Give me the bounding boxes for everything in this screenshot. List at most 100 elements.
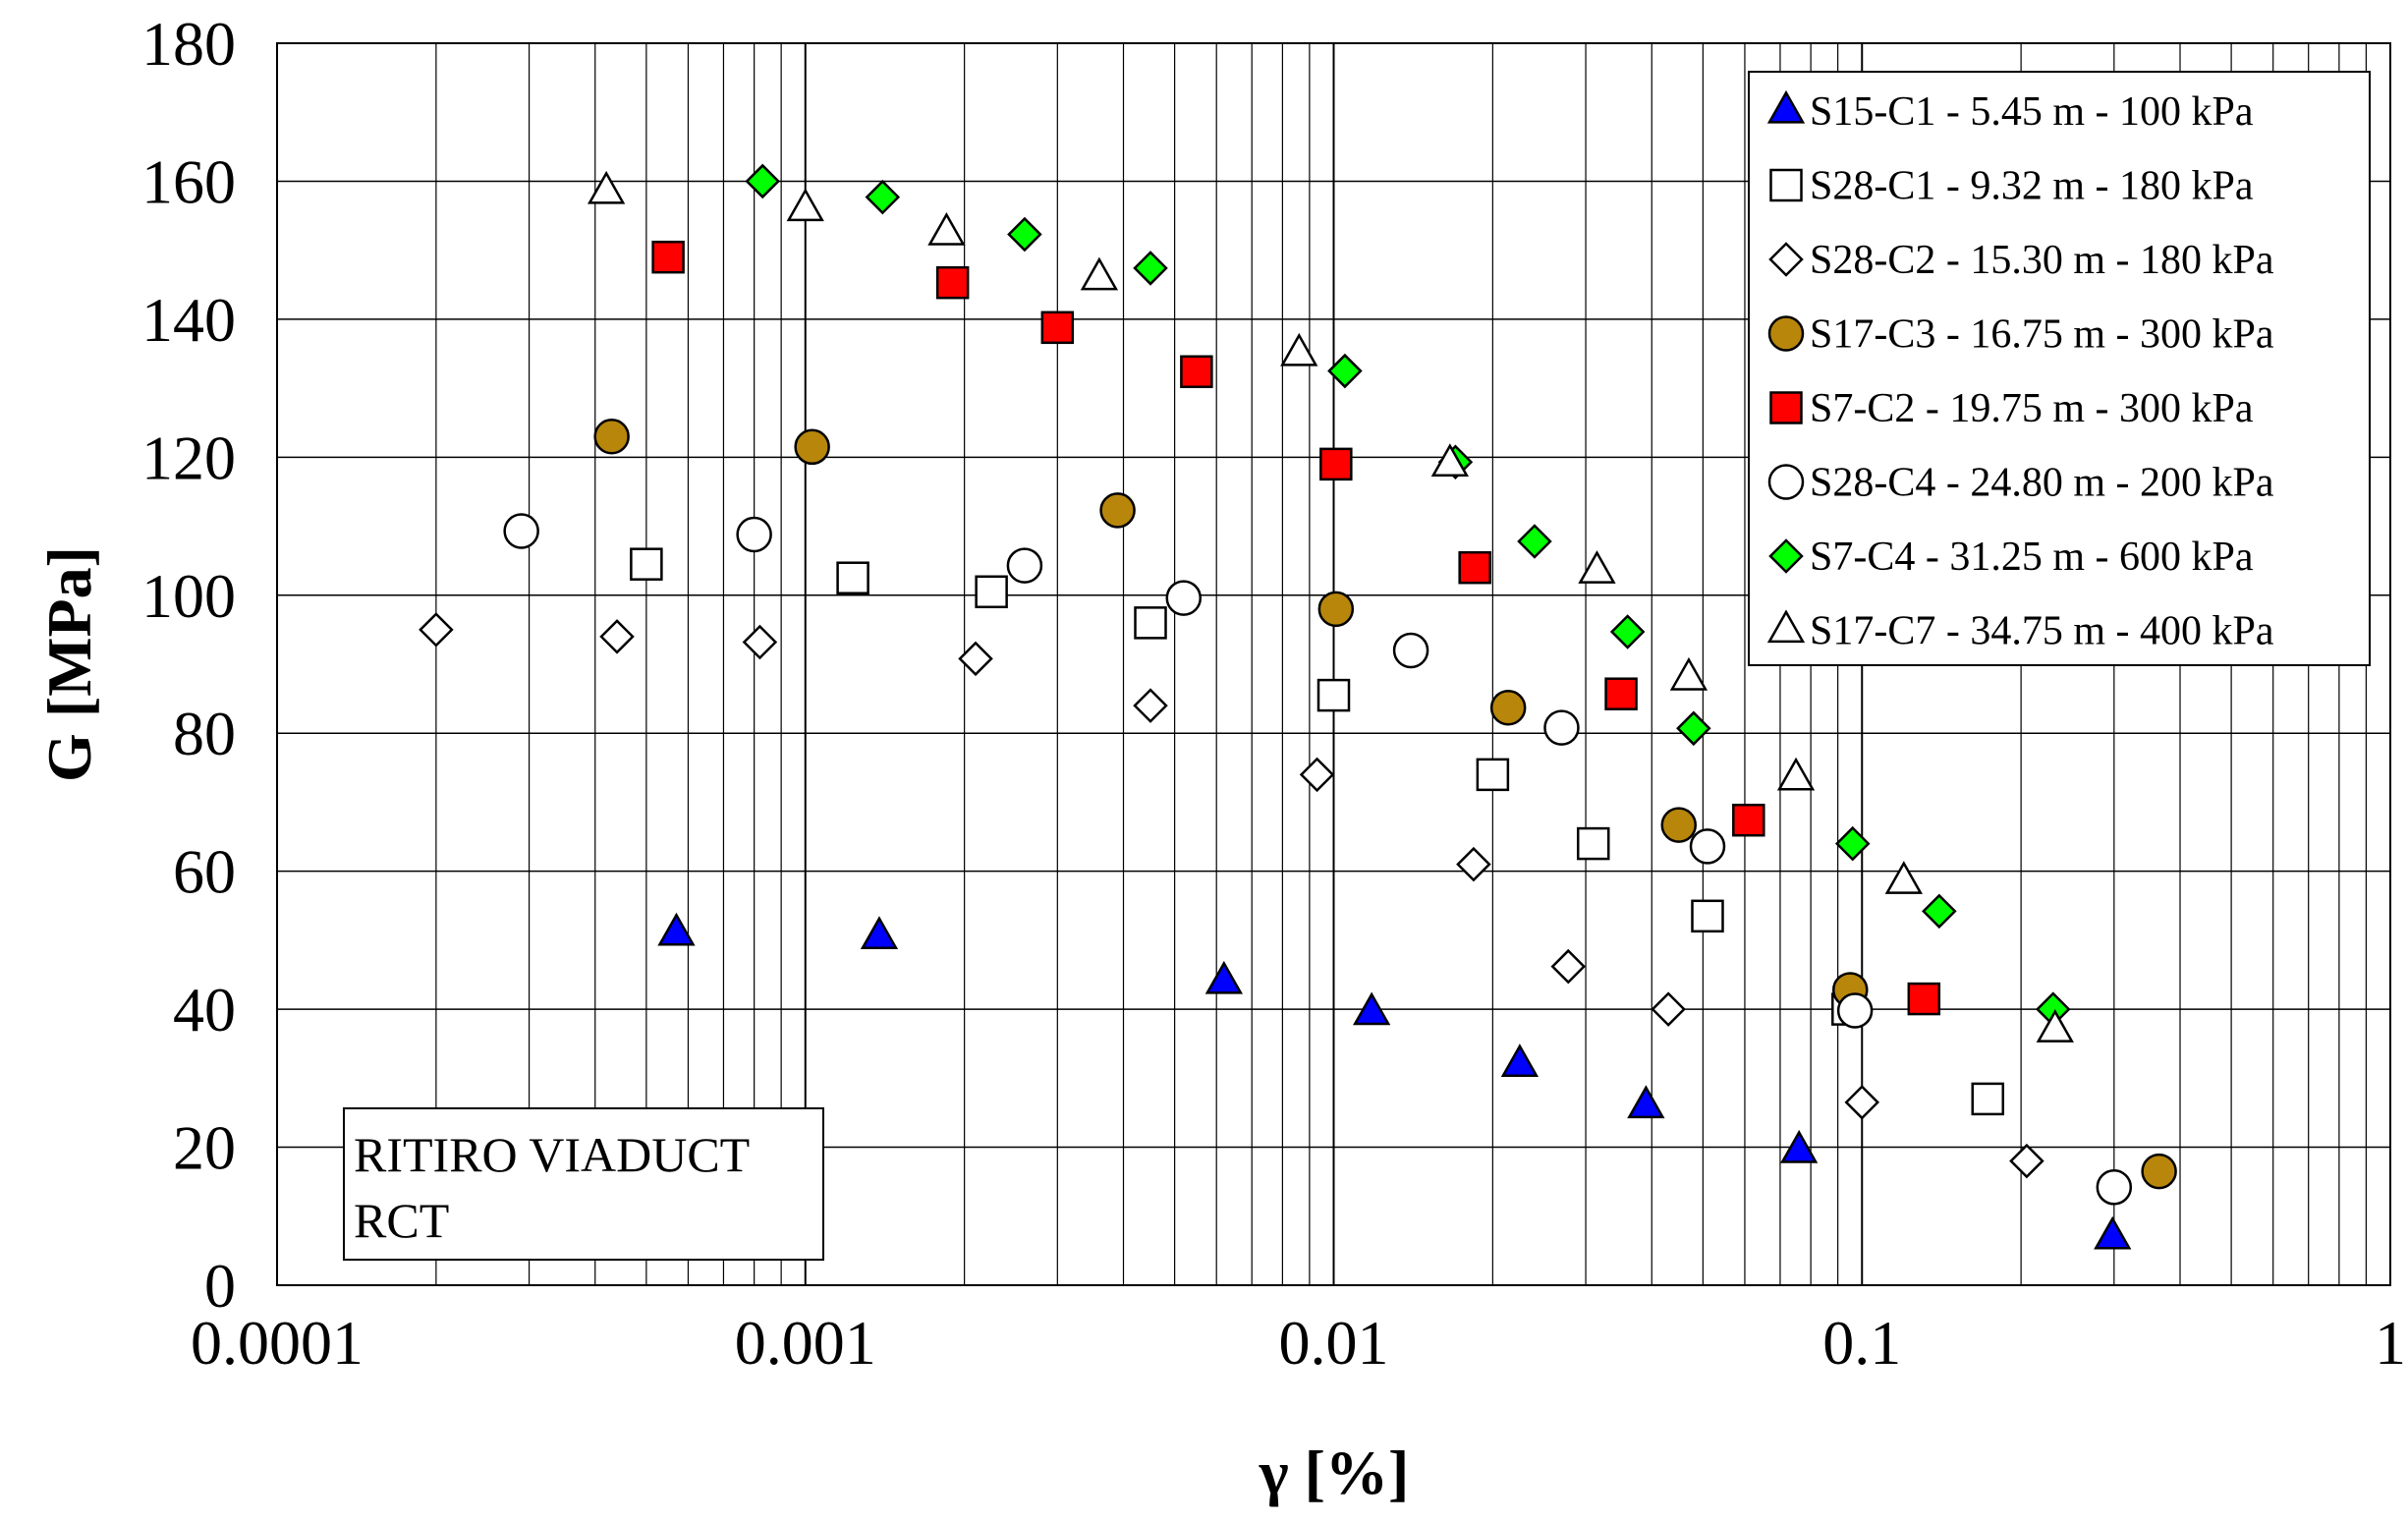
y-tick-label: 140: [141, 285, 236, 355]
data-point: [1180, 355, 1213, 389]
data-point: [1204, 960, 1244, 994]
data-point: [865, 179, 901, 215]
data-point: [2036, 1009, 2074, 1043]
data-point: [1669, 656, 1708, 691]
legend-label: S7-C4 - 31.25 m - 600 kPa: [1810, 535, 2254, 580]
legend-label: S7-C2 - 19.75 m - 300 kPa: [1810, 386, 2254, 431]
data-markers: [419, 163, 2177, 1250]
data-point: [1489, 689, 1527, 726]
data-point: [1627, 1085, 1665, 1119]
y-tick-label: 20: [173, 1113, 236, 1183]
data-point: [1651, 991, 1686, 1027]
data-point: [630, 547, 663, 581]
legend-label: S28-C1 - 9.32 m - 180 kPa: [1810, 164, 2254, 209]
y-tick-label: 0: [204, 1251, 236, 1321]
annotation-line-1: RITIRO VIADUCT: [354, 1127, 750, 1182]
data-point: [503, 513, 539, 549]
data-point: [794, 428, 830, 466]
data-point: [927, 211, 966, 246]
legend: S15-C1 - 5.45 m - 100 kPa S28-C1 - 9.32 m…: [1748, 71, 2371, 666]
data-point: [1327, 353, 1363, 389]
data-point: [2096, 1169, 2133, 1206]
data-point: [1430, 443, 1470, 478]
y-tick-label: 40: [173, 975, 236, 1044]
x-tick-label: 1: [2375, 1308, 2406, 1378]
data-point: [1971, 1082, 2005, 1116]
y-tick-label: 60: [173, 837, 236, 907]
data-point: [742, 624, 778, 660]
data-point: [1392, 632, 1429, 669]
tick-labels: 0 20 40 60 80 100 120 140 160 180 0.0001 0.001 0.01 0…: [141, 9, 2406, 1378]
data-point: [651, 240, 685, 274]
data-point: [860, 916, 899, 950]
data-point: [1834, 825, 1871, 862]
data-point: [1884, 861, 1923, 894]
y-tick-label: 160: [141, 146, 236, 216]
y-tick-label: 120: [141, 423, 236, 492]
legend-marker: [1767, 464, 1805, 500]
legend-label: S28-C4 - 24.80 m - 200 kPa: [1810, 461, 2274, 506]
x-tick-label: 0.1: [1822, 1308, 1901, 1378]
annotation-box: RITIRO VIADUCT RCT: [343, 1107, 824, 1261]
data-point: [599, 619, 635, 654]
annotation-line-2: RCT: [354, 1193, 449, 1248]
y-tick-label: 100: [141, 561, 236, 631]
legend-marker: [1769, 391, 1803, 424]
y-axis-title: G [MPa]: [34, 546, 104, 782]
x-axis-title: γ [%]: [1259, 1438, 1410, 1507]
data-point: [1353, 991, 1391, 1026]
data-point: [1458, 550, 1491, 585]
data-point: [1576, 826, 1610, 861]
data-point: [1319, 447, 1353, 481]
data-point: [786, 188, 824, 222]
data-point: [1133, 688, 1168, 723]
data-point: [1133, 251, 1168, 286]
data-point: [1500, 1044, 1540, 1077]
legend-marker: [1766, 89, 1806, 124]
legend-marker: [1768, 538, 1804, 574]
data-point: [935, 265, 970, 300]
data-point: [736, 516, 772, 553]
data-point: [1676, 710, 1711, 747]
legend-marker: [1768, 242, 1804, 277]
data-point: [1517, 524, 1552, 559]
data-point: [1689, 828, 1726, 865]
data-point: [1780, 1129, 1819, 1163]
data-point: [1099, 492, 1136, 529]
data-point: [1080, 256, 1119, 291]
data-point: [836, 561, 869, 594]
data-point: [1844, 1085, 1880, 1120]
data-point: [1280, 332, 1318, 367]
legend-marker: [1767, 315, 1805, 352]
data-point: [588, 170, 626, 204]
data-point: [1609, 614, 1646, 649]
data-point: [1732, 803, 1765, 837]
legend-label: S28-C2 - 15.30 m - 180 kPa: [1810, 238, 2274, 283]
x-tick-label: 0.01: [1279, 1308, 1389, 1378]
data-point: [1165, 580, 1203, 616]
data-point: [1836, 992, 1874, 1029]
data-point: [2141, 1153, 2177, 1190]
data-point: [1316, 678, 1351, 712]
data-point: [1776, 757, 1816, 791]
data-point: [1040, 310, 1075, 345]
y-tick-label: 80: [173, 699, 236, 768]
plot-frame: [276, 42, 2391, 1286]
data-point: [1578, 550, 1616, 584]
data-point: [1550, 948, 1587, 985]
data-point: [1907, 982, 1941, 1016]
data-point: [745, 163, 781, 199]
legend-marker: [1766, 609, 1806, 644]
legend-entries: S15-C1 - 5.45 m - 100 kPa S28-C1 - 9.32 m…: [1766, 89, 2274, 654]
data-point: [1604, 677, 1638, 710]
data-point: [1922, 893, 1957, 930]
legend-box: [1748, 71, 2371, 666]
data-point: [657, 912, 696, 946]
data-point: [419, 612, 454, 648]
data-point: [1299, 757, 1335, 793]
data-point: [1691, 899, 1724, 933]
data-point: [1134, 606, 1167, 640]
x-tick-label: 0.001: [735, 1308, 876, 1378]
data-point: [1476, 758, 1510, 792]
